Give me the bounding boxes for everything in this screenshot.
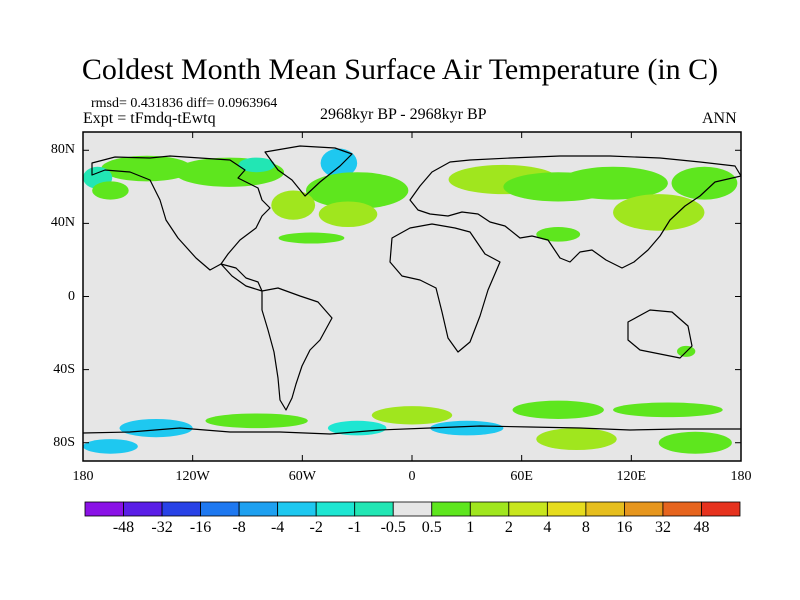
colorbar-swatch-15 [662,501,702,517]
colorbar-swatch-8 [392,501,433,517]
lon-label-6: 180 [730,469,752,484]
colorbar-label-2: -16 [189,519,212,536]
colorbar-swatch-12 [546,501,587,517]
colorbar-swatch-16 [701,501,741,517]
anomaly-regions [83,148,738,454]
experiment-label: Expt = tFmdq-tEwtq [83,110,216,127]
lon-label-1: 120W [175,469,210,484]
colorbar-swatch-13 [585,501,625,517]
anomaly-region-25 [83,439,138,454]
anomaly-region-12 [558,166,668,200]
lat-label-2: 0 [68,288,75,304]
coast-central-america [220,263,263,292]
colorbar-swatch-7 [354,501,394,517]
anomaly-region-14 [671,166,738,200]
colorbar-swatch-5 [277,501,317,517]
anomaly-region-18 [512,400,604,419]
colorbar-swatch-0 [84,501,124,517]
coast-antarctica [83,425,741,435]
anomaly-region-24 [658,431,732,454]
colorbar-swatch-11 [508,501,548,517]
colorbar-label-3: -8 [232,519,246,536]
anomaly-region-17 [371,406,453,425]
colorbar-label-15: 48 [693,519,710,536]
colorbar-label-5: -2 [309,519,323,536]
map-plot-area [82,131,742,462]
colorbar [84,501,741,517]
colorbar-swatch-4 [238,501,279,517]
colorbar-swatch-2 [161,501,201,517]
coastlines [83,145,741,435]
lon-label-3: 0 [408,469,416,484]
colorbar-swatch-10 [469,501,510,517]
anomaly-region-22 [430,420,504,436]
axis-ticks [82,132,742,461]
rmsd-diff-stats: rmsd= 0.431836 diff= 0.0963964 [91,96,278,111]
colorbar-label-1: -32 [151,519,173,536]
period-label: 2968kyr BP - 2968kyr BP [320,106,487,123]
anomaly-region-20 [119,418,193,438]
colorbar-label-11: 4 [543,519,552,536]
colorbar-swatch-14 [624,501,664,517]
anomaly-region-21 [327,420,387,436]
anomaly-region-6 [271,190,316,220]
lat-label-4: 80S [53,434,75,450]
anomaly-region-0 [101,155,193,182]
colorbar-label-0: -48 [112,519,135,536]
colorbar-label-12: 8 [581,519,590,536]
colorbar-label-6: -1 [348,519,362,536]
lon-label-0: 180 [72,469,94,484]
anomaly-region-16 [205,413,308,429]
anomaly-region-7 [278,232,345,244]
coast-greenland [264,145,353,197]
coast-africa [389,223,501,353]
lon-label-5: 120E [616,469,647,484]
colorbar-swatch-1 [123,501,163,517]
anomaly-region-3 [320,148,358,178]
anomaly-region-9 [92,181,129,200]
map-title: Coldest Month Mean Surface Air Temperatu… [81,53,719,86]
anomaly-region-4 [305,172,409,209]
colorbar-label-7: -0.5 [380,519,406,536]
lat-label-1: 40N [50,215,75,231]
colorbar-label-13: 16 [616,519,633,536]
anomaly-region-13 [613,194,705,231]
lat-label-3: 40S [53,361,75,377]
coast-eurasia [409,155,741,269]
coast-south-america [261,287,333,411]
lon-label-4: 60E [510,469,533,484]
anomaly-region-19 [613,402,723,418]
coast-north-america [91,155,271,271]
season-label: ANN [702,110,737,127]
colorbar-swatch-3 [200,501,240,517]
colorbar-label-10: 2 [504,519,513,536]
colorbar-label-4: -4 [270,519,285,536]
coast-australia [627,309,693,359]
colorbar-swatch-9 [431,501,471,517]
lon-label-2: 60W [288,469,316,484]
colorbar-label-14: 32 [654,519,671,536]
colorbar-label-9: 1 [466,519,475,536]
colorbar-swatch-6 [315,501,356,517]
colorbar-label-8: 0.5 [421,519,442,536]
anomaly-region-2 [238,157,275,173]
anomaly-region-15 [536,227,581,242]
anomaly-region-23 [536,428,617,451]
lat-label-0: 80N [50,142,75,158]
anomaly-region-5 [318,201,378,228]
